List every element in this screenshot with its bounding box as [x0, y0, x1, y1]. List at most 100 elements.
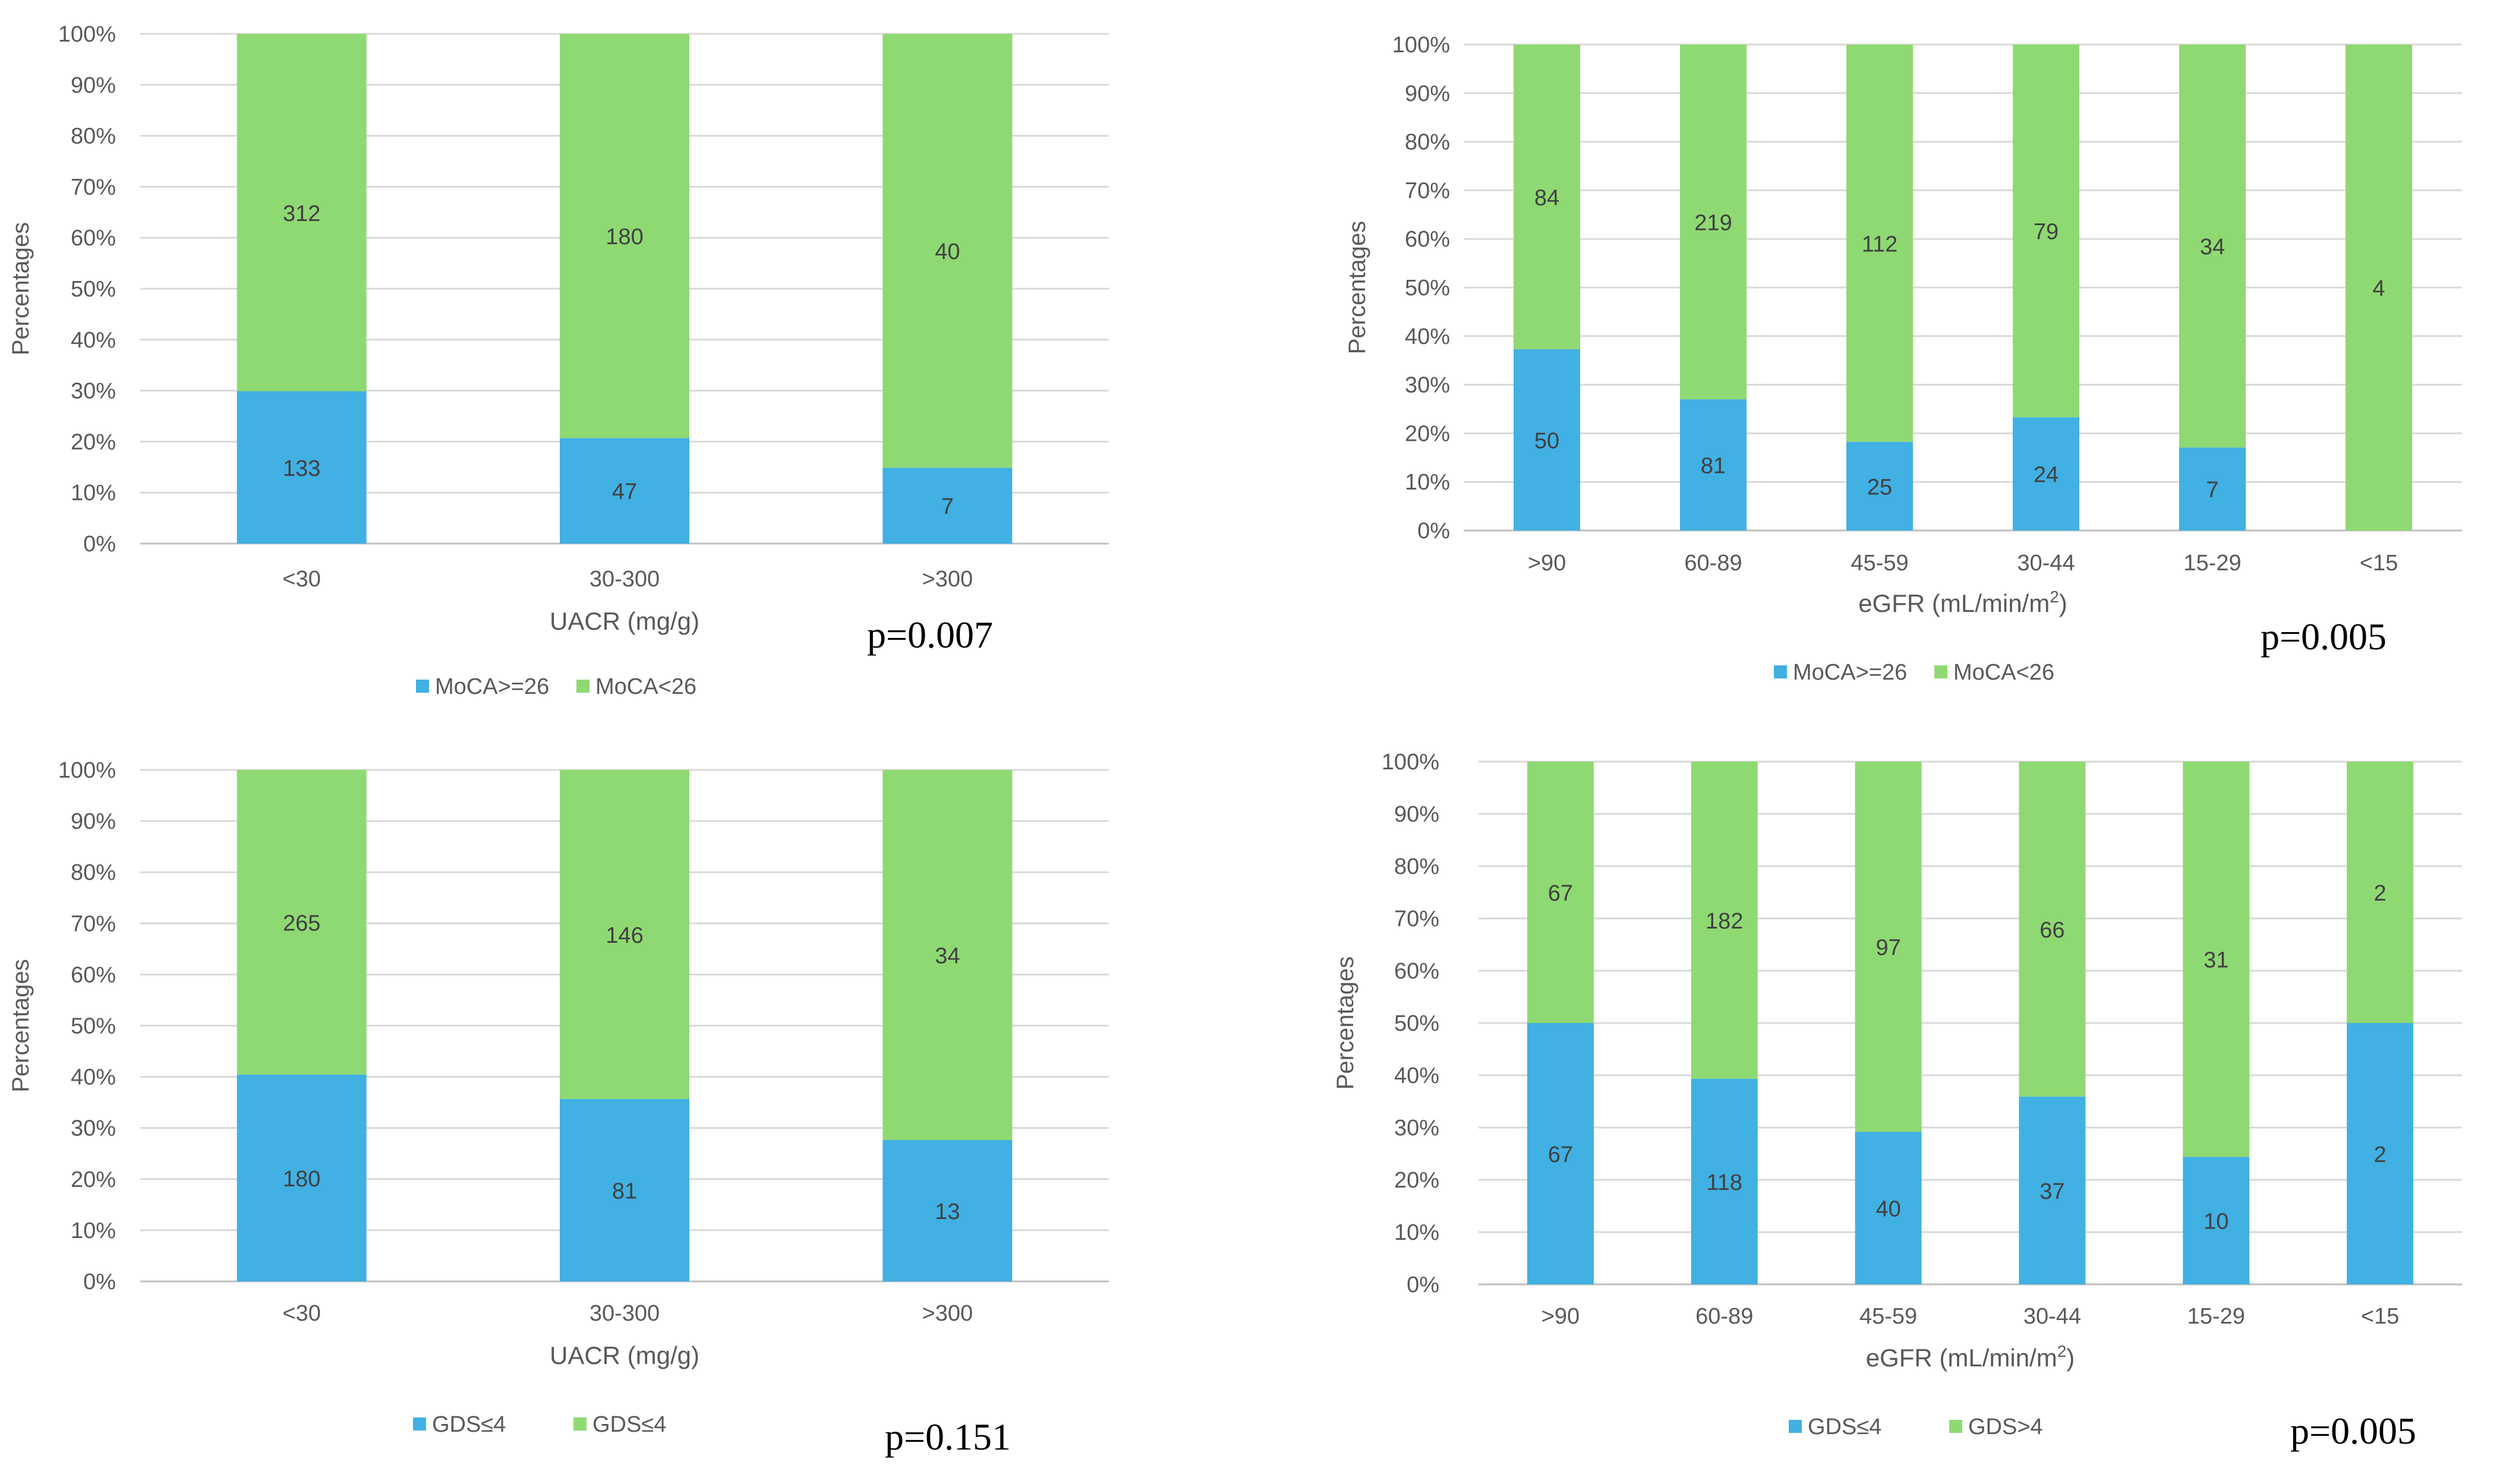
x-tick-label: 60-89: [1684, 551, 1742, 576]
bar-segment: [1680, 45, 1747, 400]
data-label: 40: [1875, 1197, 1900, 1222]
data-label: 13: [935, 1199, 960, 1224]
legend-label: MoCA<26: [1953, 660, 2054, 685]
y-tick-label: 30%: [71, 1116, 116, 1141]
legend-swatch: [413, 1417, 426, 1431]
x-tick-label: 30-44: [2023, 1304, 2081, 1329]
x-axis-label: eGFR (mL/min/m2): [1866, 1342, 2075, 1372]
bar-segment: [2019, 762, 2086, 1097]
x-tick-label: 45-59: [1859, 1304, 1917, 1329]
bar-segment: [237, 770, 367, 1075]
legend-label: MoCA>=26: [435, 674, 549, 699]
legend: MoCA>=26 MoCA<26: [1774, 660, 2054, 685]
legend-label: MoCA<26: [595, 674, 696, 699]
y-tick-label: 10%: [71, 481, 116, 506]
bar-segment: [882, 1139, 1013, 1281]
data-label: 31: [2204, 948, 2228, 973]
data-label: 265: [283, 911, 320, 936]
bar-segment: [1527, 762, 1594, 1023]
y-tick-label: 90%: [71, 73, 116, 98]
y-tick-label: 50%: [1394, 1011, 1439, 1036]
y-tick-label: 30%: [1394, 1116, 1439, 1141]
p-value-label: p=0.151: [885, 1416, 1011, 1458]
y-tick-label: 100%: [58, 22, 116, 47]
x-tick-label: <15: [2360, 551, 2398, 576]
y-tick-label: 100%: [58, 758, 116, 783]
y-tick-label: 40%: [1394, 1063, 1439, 1088]
y-tick-label: 90%: [1394, 802, 1439, 827]
data-label: 84: [1534, 185, 1559, 210]
x-tick-label: >90: [1542, 1304, 1580, 1329]
bar-segment: [2346, 45, 2412, 531]
x-tick-label: 60-89: [1695, 1304, 1753, 1329]
x-tick-label: 15-29: [2187, 1304, 2245, 1329]
y-tick-label: 0%: [83, 532, 116, 557]
x-tick-label: 15-29: [2183, 551, 2241, 576]
y-tick-label: 20%: [71, 1167, 116, 1192]
data-label: 180: [606, 225, 643, 250]
legend-label: GDS≤4: [432, 1412, 506, 1437]
legend-swatch: [1789, 1420, 1802, 1433]
bar-segment: [1514, 349, 1580, 531]
legend: GDS≤4 GDS≤4: [413, 1412, 666, 1437]
chart-moca-uacr: 0% 10% 20% 30% 40% 50% 60% 70% 80% 90% 100% Percent…: [8, 22, 1109, 699]
bar-segment: [1691, 762, 1758, 1079]
data-label: 67: [1548, 1142, 1573, 1167]
data-label: 219: [1694, 211, 1732, 236]
data-label: 79: [2034, 220, 2059, 245]
data-label: 133: [283, 456, 320, 481]
legend-swatch: [573, 1417, 587, 1431]
y-axis-label: Percentages: [8, 222, 34, 356]
legend-swatch: [416, 680, 429, 693]
y-tick-label: 80%: [71, 860, 116, 885]
bar-segment: [560, 1098, 689, 1281]
y-tick-label: 60%: [71, 962, 116, 987]
y-axis-label: Percentages: [1332, 956, 1358, 1090]
data-label: 66: [2040, 918, 2064, 943]
legend-label: GDS≤4: [1808, 1414, 1881, 1439]
bar-segment: [2013, 417, 2079, 531]
y-tick-label: 0%: [1407, 1273, 1439, 1297]
y-tick-label: 50%: [71, 277, 116, 302]
legend: GDS≤4 GDS>4: [1789, 1414, 2043, 1439]
bar-segment: [2179, 447, 2246, 531]
x-axis-label: UACR (mg/g): [550, 607, 699, 635]
y-axis-label: Percentages: [1344, 221, 1370, 355]
legend-swatch: [576, 680, 590, 693]
x-tick-label: >300: [922, 1301, 973, 1326]
x-tick-label: 30-44: [2017, 551, 2075, 576]
data-label: 34: [2200, 235, 2225, 260]
x-tick-label: 30-300: [590, 1301, 660, 1326]
bar-segment: [1846, 441, 1913, 531]
y-tick-label: 0%: [83, 1270, 116, 1294]
y-tick-label: 0%: [1417, 519, 1450, 544]
p-value-label: p=0.005: [2261, 615, 2387, 658]
bar-segment: [237, 391, 367, 544]
legend-label: GDS≤4: [592, 1412, 666, 1437]
bar-segment: [1527, 1023, 1594, 1284]
data-label: 4: [2372, 276, 2385, 301]
bar-segment: [560, 770, 689, 1099]
x-tick-label: <30: [282, 567, 320, 592]
y-tick-label: 50%: [1405, 276, 1450, 301]
y-tick-label: 40%: [71, 1065, 116, 1090]
bar-segment: [1691, 1078, 1758, 1284]
y-tick-label: 80%: [1405, 130, 1450, 155]
legend-swatch: [1934, 665, 1947, 678]
legend-swatch: [1774, 665, 1787, 678]
x-tick-label: >90: [1528, 551, 1566, 576]
x-tick-label: 45-59: [1851, 551, 1908, 576]
y-tick-label: 60%: [1394, 959, 1439, 984]
y-tick-label: 60%: [71, 226, 116, 251]
bar-segment: [2183, 762, 2250, 1157]
chart-gds-uacr: 0% 10% 20% 30% 40% 50% 60% 70% 80% 90% 100% Percent…: [8, 758, 1109, 1458]
bar-segment: [2347, 1023, 2414, 1284]
data-label: 182: [1706, 909, 1743, 934]
y-axis-label: Percentages: [8, 959, 34, 1093]
data-label: 67: [1548, 881, 1573, 906]
y-tick-label: 50%: [71, 1014, 116, 1039]
y-tick-label: 10%: [71, 1218, 116, 1243]
chart-moca-egfr: 0% 10% 20% 30% 40% 50% 60% 70% 80% 90% 100% Percent…: [1344, 33, 2462, 685]
y-tick-label: 100%: [1382, 750, 1439, 775]
y-tick-label: 70%: [1405, 178, 1450, 203]
